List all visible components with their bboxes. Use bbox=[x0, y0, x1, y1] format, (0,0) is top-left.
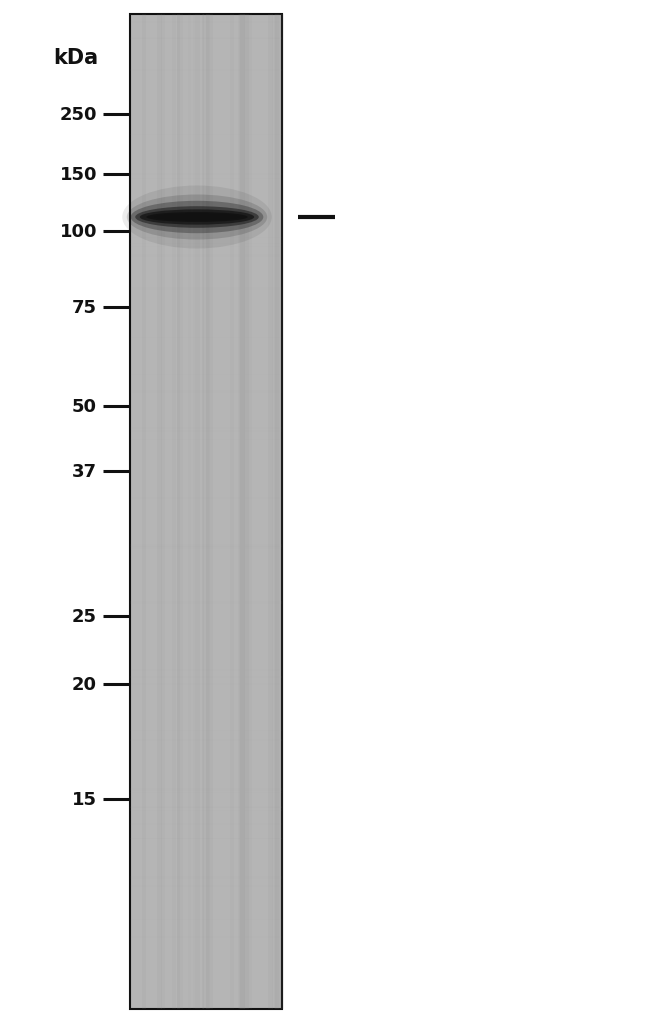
Bar bbox=[130, 919, 282, 920]
Bar bbox=[130, 15, 282, 1009]
Bar bbox=[272, 15, 277, 1009]
Ellipse shape bbox=[131, 202, 263, 234]
Bar bbox=[130, 739, 282, 741]
Bar bbox=[195, 15, 200, 1009]
Bar bbox=[130, 669, 282, 672]
Bar bbox=[240, 15, 245, 1009]
Bar bbox=[130, 247, 282, 248]
Bar bbox=[130, 547, 282, 549]
Bar bbox=[130, 255, 282, 258]
Bar bbox=[230, 15, 235, 1009]
Text: 100: 100 bbox=[60, 223, 97, 240]
Text: 250: 250 bbox=[60, 106, 97, 124]
Bar bbox=[130, 498, 282, 499]
Ellipse shape bbox=[155, 215, 239, 221]
Bar bbox=[130, 22, 282, 23]
Bar bbox=[206, 15, 209, 1009]
Bar bbox=[157, 15, 162, 1009]
Bar bbox=[130, 823, 282, 825]
Bar bbox=[274, 15, 280, 1009]
Bar bbox=[130, 391, 282, 394]
Bar bbox=[238, 15, 244, 1009]
Text: 20: 20 bbox=[72, 676, 97, 693]
Bar bbox=[130, 876, 282, 878]
Bar bbox=[161, 15, 165, 1009]
Text: 150: 150 bbox=[60, 166, 97, 183]
Bar bbox=[206, 15, 213, 1009]
Bar bbox=[130, 807, 282, 808]
Ellipse shape bbox=[140, 210, 254, 225]
Bar bbox=[130, 886, 282, 888]
Bar bbox=[177, 15, 180, 1009]
Bar bbox=[268, 15, 273, 1009]
Bar bbox=[130, 676, 282, 678]
Bar bbox=[130, 174, 282, 175]
Bar bbox=[130, 439, 282, 441]
Bar bbox=[172, 15, 176, 1009]
Bar bbox=[275, 15, 277, 1009]
Bar bbox=[130, 839, 282, 840]
Bar bbox=[130, 70, 282, 72]
Bar bbox=[130, 602, 282, 605]
Bar bbox=[130, 789, 282, 791]
Ellipse shape bbox=[127, 196, 267, 240]
Bar bbox=[130, 427, 282, 430]
Bar bbox=[244, 15, 248, 1009]
Bar bbox=[130, 178, 282, 180]
Bar bbox=[203, 15, 209, 1009]
Bar bbox=[130, 936, 282, 938]
Bar bbox=[142, 15, 146, 1009]
Ellipse shape bbox=[122, 186, 272, 250]
Bar bbox=[188, 15, 191, 1009]
Ellipse shape bbox=[146, 213, 248, 223]
Text: 50: 50 bbox=[72, 397, 97, 416]
Bar bbox=[130, 39, 282, 40]
Text: 75: 75 bbox=[72, 299, 97, 317]
Text: 37: 37 bbox=[72, 463, 97, 481]
Bar bbox=[247, 15, 252, 1009]
Bar bbox=[202, 15, 204, 1009]
Text: kDa: kDa bbox=[53, 48, 98, 68]
Bar bbox=[130, 544, 282, 547]
Bar bbox=[268, 15, 273, 1009]
Bar bbox=[130, 287, 282, 290]
Ellipse shape bbox=[135, 207, 259, 228]
Bar bbox=[130, 38, 282, 41]
Bar bbox=[277, 15, 283, 1009]
Text: 15: 15 bbox=[72, 790, 97, 808]
Bar bbox=[177, 15, 183, 1009]
Text: 25: 25 bbox=[72, 607, 97, 626]
Bar bbox=[130, 431, 282, 432]
Bar bbox=[239, 15, 247, 1009]
Bar bbox=[193, 15, 195, 1009]
Bar bbox=[130, 684, 282, 685]
